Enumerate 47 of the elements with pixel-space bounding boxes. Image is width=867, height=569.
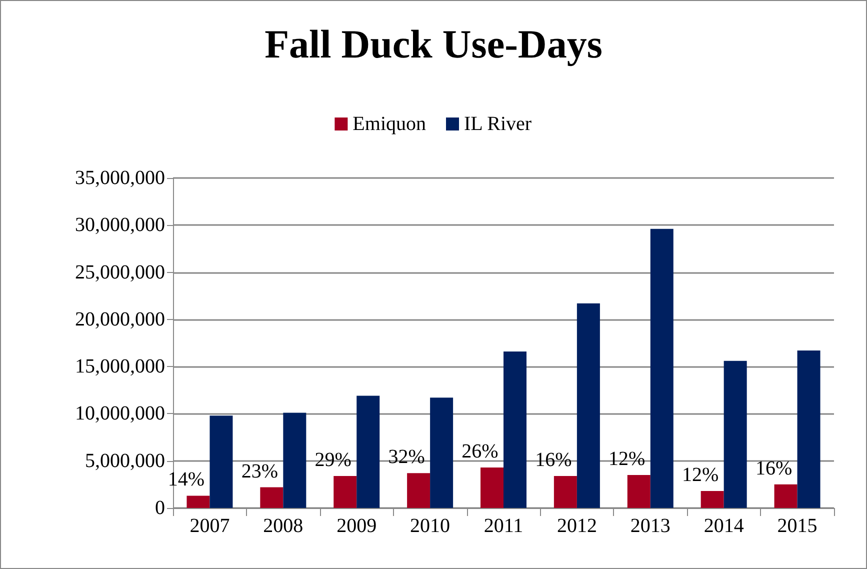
annotation: 16% [755, 457, 792, 480]
bar [724, 360, 747, 508]
bar [774, 484, 798, 508]
legend-label: Emiquon [352, 113, 426, 135]
bar [407, 473, 430, 508]
chart-title: Fall Duck Use-Days [264, 22, 602, 66]
x-tick-label: 2014 [704, 515, 744, 537]
bar [700, 491, 724, 508]
x-tick-label: 2011 [484, 515, 524, 537]
y-tick-label: 30,000,000 [75, 214, 165, 236]
annotation: 14% [168, 468, 205, 491]
bar [210, 416, 233, 508]
bar [260, 487, 284, 508]
annotation: 12% [682, 464, 719, 486]
annotation: 16% [535, 448, 572, 471]
bar [186, 496, 210, 508]
bar [554, 476, 577, 508]
annotation: 29% [314, 448, 352, 471]
x-tick-label: 2015 [777, 515, 818, 537]
bar [430, 398, 454, 508]
bar [576, 303, 600, 508]
y-tick-label: 0 [155, 497, 165, 519]
annotation: 26% [462, 440, 498, 462]
y-tick-label: 10,000,000 [75, 402, 165, 425]
x-tick-label: 2012 [556, 515, 597, 537]
x-tick-label: 2008 [263, 515, 304, 537]
annotation: 32% [388, 446, 425, 468]
y-tick-label: 5,000,000 [85, 450, 165, 472]
bar [480, 467, 504, 508]
bar [650, 228, 674, 508]
legend-label: IL River [464, 113, 532, 135]
bar [797, 350, 820, 508]
bar [334, 476, 357, 508]
x-tick-label: 2009 [336, 515, 377, 537]
bar [504, 351, 526, 508]
annotation: 23% [241, 460, 278, 482]
bar [627, 475, 650, 508]
y-tick-label: 15,000,000 [75, 356, 165, 378]
y-tick-label: 25,000,000 [75, 261, 165, 284]
annotation: 12% [608, 448, 646, 470]
x-tick-label: 2013 [630, 515, 670, 537]
y-tick-label: 35,000,000 [75, 167, 165, 189]
bar [356, 396, 380, 508]
y-tick-label: 20,000,000 [75, 308, 165, 330]
x-tick-label: 2007 [190, 515, 230, 537]
x-tick-label: 2010 [410, 515, 450, 537]
bar [283, 412, 306, 508]
